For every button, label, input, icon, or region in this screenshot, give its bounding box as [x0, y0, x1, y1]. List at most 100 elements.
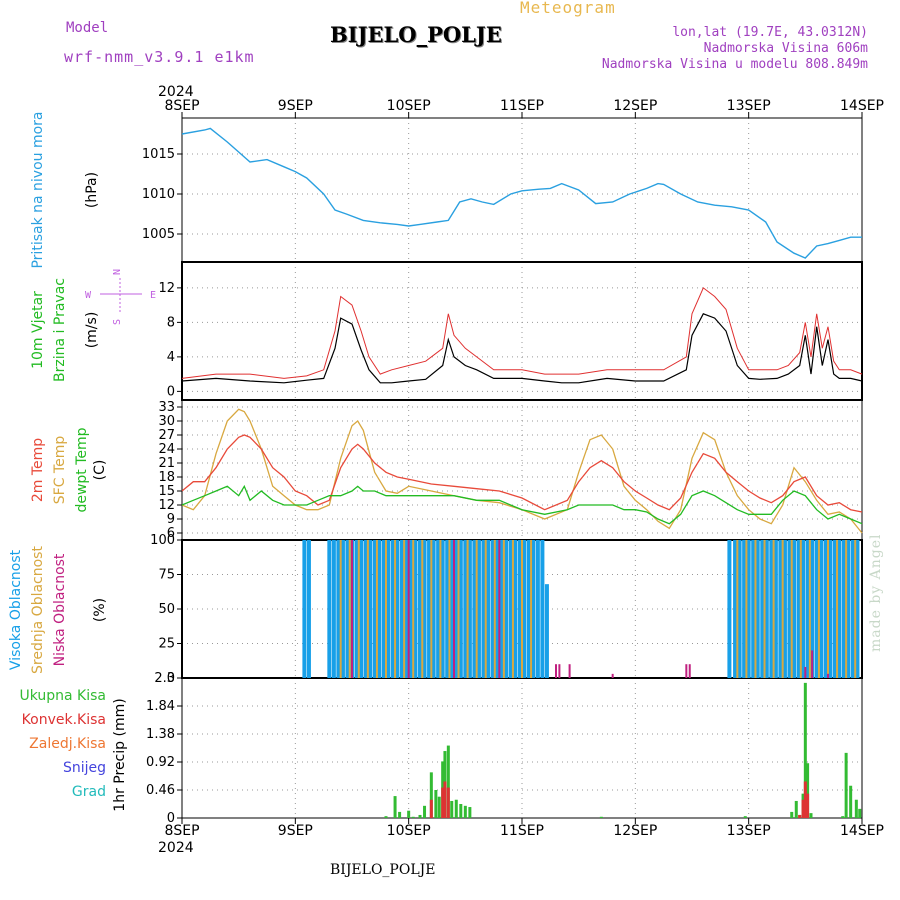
x-tick-label-top: 12SEP [613, 98, 657, 114]
y-tick-label: 0.46 [146, 783, 175, 798]
conv-precip-bar [441, 787, 445, 818]
low-cloud-bar [688, 664, 691, 678]
high-cloud-bar [445, 540, 450, 678]
compass-east: E [150, 290, 156, 301]
high-cloud-bar [418, 540, 422, 678]
y-tick-label: 12 [158, 498, 175, 513]
high-cloud-bar [359, 540, 364, 678]
high-cloud-bar [327, 540, 332, 678]
temp-legend-2m: 2m Temp [30, 438, 46, 502]
high-cloud-bar [841, 540, 846, 678]
total-precip-bar [454, 799, 458, 818]
high-cloud-bar [390, 540, 395, 678]
wind-unit: (m/s) [84, 312, 100, 349]
high-cloud-bar [801, 540, 806, 678]
t2m-temp-line [181, 434, 863, 513]
footer-station: BIJELO_POLJE [330, 862, 436, 878]
sfc-temp-line [181, 408, 863, 534]
total-precip-bar [844, 752, 848, 818]
x-tick-label-top: 8SEP [164, 98, 199, 114]
high-cloud-bar [363, 540, 368, 678]
high-cloud-bar [742, 540, 747, 678]
conv-precip-bar [806, 793, 810, 818]
mid-cloud-bar [357, 540, 360, 678]
high-cloud-bar [404, 540, 409, 678]
mid-cloud-bar [493, 540, 496, 678]
y-tick-label: 1005 [142, 227, 175, 242]
high-cloud-bar [805, 540, 810, 678]
pressure-title: Pritisak na nivou mora [30, 111, 46, 268]
y-tick-label: 6 [167, 526, 175, 541]
low-cloud-bar [558, 664, 561, 678]
x-tick-label-top: 14SEP [840, 98, 884, 114]
x-tick-label-bottom: 12SEP [613, 823, 657, 839]
mid-cloud-bar [375, 540, 378, 678]
high-cloud-bar [413, 540, 418, 678]
mid-cloud-bar [394, 540, 397, 678]
high-cloud-bar [495, 540, 500, 678]
y-tick-label: 2.3 [154, 671, 175, 686]
precip-legend-item: Ukupna Kisa [19, 688, 106, 704]
mid-cloud-bar [845, 540, 848, 678]
total-precip-bar [398, 811, 402, 818]
y-tick-label: 18 [158, 470, 175, 485]
compass-west: W [85, 290, 92, 301]
mid-cloud-bar [466, 540, 469, 678]
mid-cloud-bar [521, 540, 523, 678]
y-tick-label: 24 [158, 442, 175, 457]
mid-cloud-bar [754, 540, 757, 678]
high-cloud-bar [535, 540, 540, 678]
mid-cloud-bar [808, 540, 811, 678]
x-tick-label-top: 10SEP [387, 98, 431, 114]
high-cloud-bar [504, 540, 509, 678]
high-cloud-bar [508, 540, 513, 678]
cloud-legend-high: Visoka Oblacnost [8, 549, 24, 670]
low-cloud-bar [407, 540, 410, 678]
high-cloud-bar [472, 540, 477, 678]
high-cloud-bar [427, 540, 432, 678]
y-tick-label: 0.92 [146, 755, 175, 770]
y-tick-label: 27 [158, 428, 175, 443]
x-tick-label-bottom: 9SEP [278, 823, 313, 839]
high-cloud-bar [764, 540, 769, 678]
gust-line [181, 287, 863, 379]
low-cloud-bar [351, 540, 353, 678]
high-cloud-bar [408, 540, 413, 678]
total-precip-bar [858, 808, 862, 818]
high-cloud-bar [751, 540, 756, 678]
total-precip-bar [411, 816, 415, 818]
compass-south: S [112, 319, 123, 325]
high-cloud-bar [467, 540, 472, 678]
high-cloud-bar [746, 540, 751, 678]
high-cloud-bar [814, 540, 819, 678]
high-cloud-bar [796, 540, 801, 678]
mid-cloud-bar [772, 540, 775, 678]
y-tick-label: 30 [158, 414, 175, 429]
mid-cloud-bar [511, 540, 514, 678]
mid-cloud-bar [799, 540, 802, 678]
model-label: Model [66, 20, 109, 36]
y-tick-label: 33 [158, 400, 175, 415]
high-cloud-bar [517, 540, 522, 678]
mid-cloud-bar [448, 540, 451, 678]
precip-legend-item: Grad [72, 784, 106, 800]
mid-cloud-bar [484, 540, 487, 678]
y-tick-label: 1015 [142, 147, 175, 162]
temp-legend-dewpt: dewpt Temp [74, 427, 90, 512]
mid-cloud-bar [439, 540, 442, 678]
conv-precip-bar [443, 781, 447, 818]
mid-cloud-bar [348, 540, 351, 678]
high-cloud-bar [431, 540, 436, 678]
high-cloud-bar [810, 540, 815, 678]
total-precip-bar [743, 816, 747, 818]
total-precip-bar [794, 800, 798, 818]
wind-title-1: 10m Vjetar [30, 291, 46, 369]
y-tick-label: 12 [158, 281, 175, 296]
cloud-legend-low: Niska Oblacnost [52, 553, 68, 666]
high-cloud-bar [395, 540, 400, 678]
high-cloud-bar [540, 540, 545, 678]
total-precip-bar [450, 800, 454, 818]
high-cloud-bar [381, 540, 386, 678]
panel-frame [181, 117, 863, 263]
total-precip-bar [790, 811, 794, 818]
